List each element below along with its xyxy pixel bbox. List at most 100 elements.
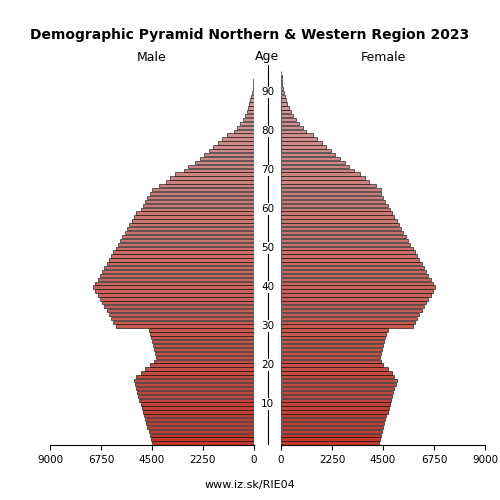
Bar	[281, 426, 383, 429]
Bar	[135, 383, 254, 386]
Bar	[170, 176, 254, 180]
Bar	[281, 138, 318, 140]
Bar	[148, 196, 254, 199]
Bar	[240, 122, 254, 125]
Bar	[253, 83, 254, 86]
Bar	[106, 309, 254, 312]
Bar	[245, 114, 254, 117]
Bar	[281, 434, 381, 437]
Bar	[250, 102, 254, 106]
Bar	[142, 406, 254, 410]
Bar	[281, 200, 386, 203]
Bar	[100, 274, 254, 277]
Bar	[134, 379, 254, 382]
Bar	[281, 172, 360, 176]
Bar	[204, 153, 254, 156]
Bar	[281, 309, 422, 312]
Text: 30: 30	[261, 321, 274, 331]
Bar	[104, 266, 254, 270]
Bar	[281, 442, 378, 444]
Bar	[226, 134, 254, 137]
Bar	[138, 394, 254, 398]
Bar	[106, 262, 254, 266]
Bar	[252, 90, 254, 94]
Bar	[281, 266, 424, 270]
Bar	[281, 118, 296, 121]
Bar	[234, 130, 254, 133]
Bar	[281, 368, 388, 370]
Bar	[281, 188, 381, 192]
Text: Age: Age	[256, 50, 280, 63]
Bar	[281, 305, 424, 308]
Bar	[281, 106, 289, 110]
Bar	[114, 250, 254, 254]
Bar	[150, 364, 254, 367]
Bar	[281, 418, 386, 422]
Bar	[281, 371, 392, 374]
Bar	[281, 208, 390, 211]
Bar	[281, 231, 404, 234]
Bar	[218, 142, 254, 144]
Bar	[195, 161, 254, 164]
Bar	[208, 149, 254, 152]
Bar	[140, 371, 254, 374]
Text: Demographic Pyramid Northern & Western Region 2023: Demographic Pyramid Northern & Western R…	[30, 28, 469, 42]
Bar	[281, 414, 386, 418]
Bar	[281, 134, 313, 137]
Bar	[281, 340, 384, 344]
Bar	[281, 86, 283, 90]
Bar	[281, 297, 428, 300]
Bar	[250, 98, 254, 102]
Bar	[111, 254, 254, 258]
Bar	[281, 254, 417, 258]
Bar	[281, 313, 419, 316]
Text: 80: 80	[261, 126, 274, 136]
Bar	[118, 242, 254, 246]
Bar	[140, 208, 254, 211]
Bar	[114, 320, 254, 324]
Bar	[281, 278, 430, 281]
Bar	[281, 328, 388, 332]
Bar	[281, 430, 382, 433]
Bar	[281, 398, 391, 402]
Bar	[281, 192, 381, 196]
Title: Male: Male	[137, 51, 167, 64]
Bar	[281, 114, 293, 117]
Bar	[281, 130, 306, 133]
Bar	[281, 394, 392, 398]
Bar	[159, 184, 254, 188]
Bar	[156, 356, 254, 359]
Bar	[246, 110, 254, 114]
Bar	[281, 352, 381, 355]
Bar	[281, 164, 349, 168]
Bar	[281, 246, 412, 250]
Bar	[281, 227, 401, 230]
Text: 40: 40	[261, 282, 274, 292]
Bar	[174, 172, 254, 176]
Bar	[281, 168, 353, 172]
Bar	[281, 219, 396, 222]
Bar	[281, 422, 384, 425]
Bar	[281, 301, 426, 304]
Bar	[222, 138, 254, 140]
Bar	[281, 110, 290, 114]
Bar	[188, 164, 254, 168]
Bar	[281, 204, 388, 207]
Bar	[281, 390, 393, 394]
Bar	[145, 200, 254, 203]
Bar	[154, 348, 254, 351]
Bar	[143, 204, 254, 207]
Bar	[281, 320, 415, 324]
Bar	[143, 410, 254, 414]
Bar	[98, 294, 254, 296]
Bar	[281, 383, 396, 386]
Bar	[281, 153, 336, 156]
Bar	[281, 94, 284, 98]
Bar	[281, 294, 430, 296]
Bar	[148, 430, 254, 433]
Bar	[281, 336, 386, 340]
Bar	[152, 442, 254, 444]
Bar	[136, 212, 254, 215]
Bar	[281, 235, 406, 238]
Bar	[146, 422, 254, 425]
